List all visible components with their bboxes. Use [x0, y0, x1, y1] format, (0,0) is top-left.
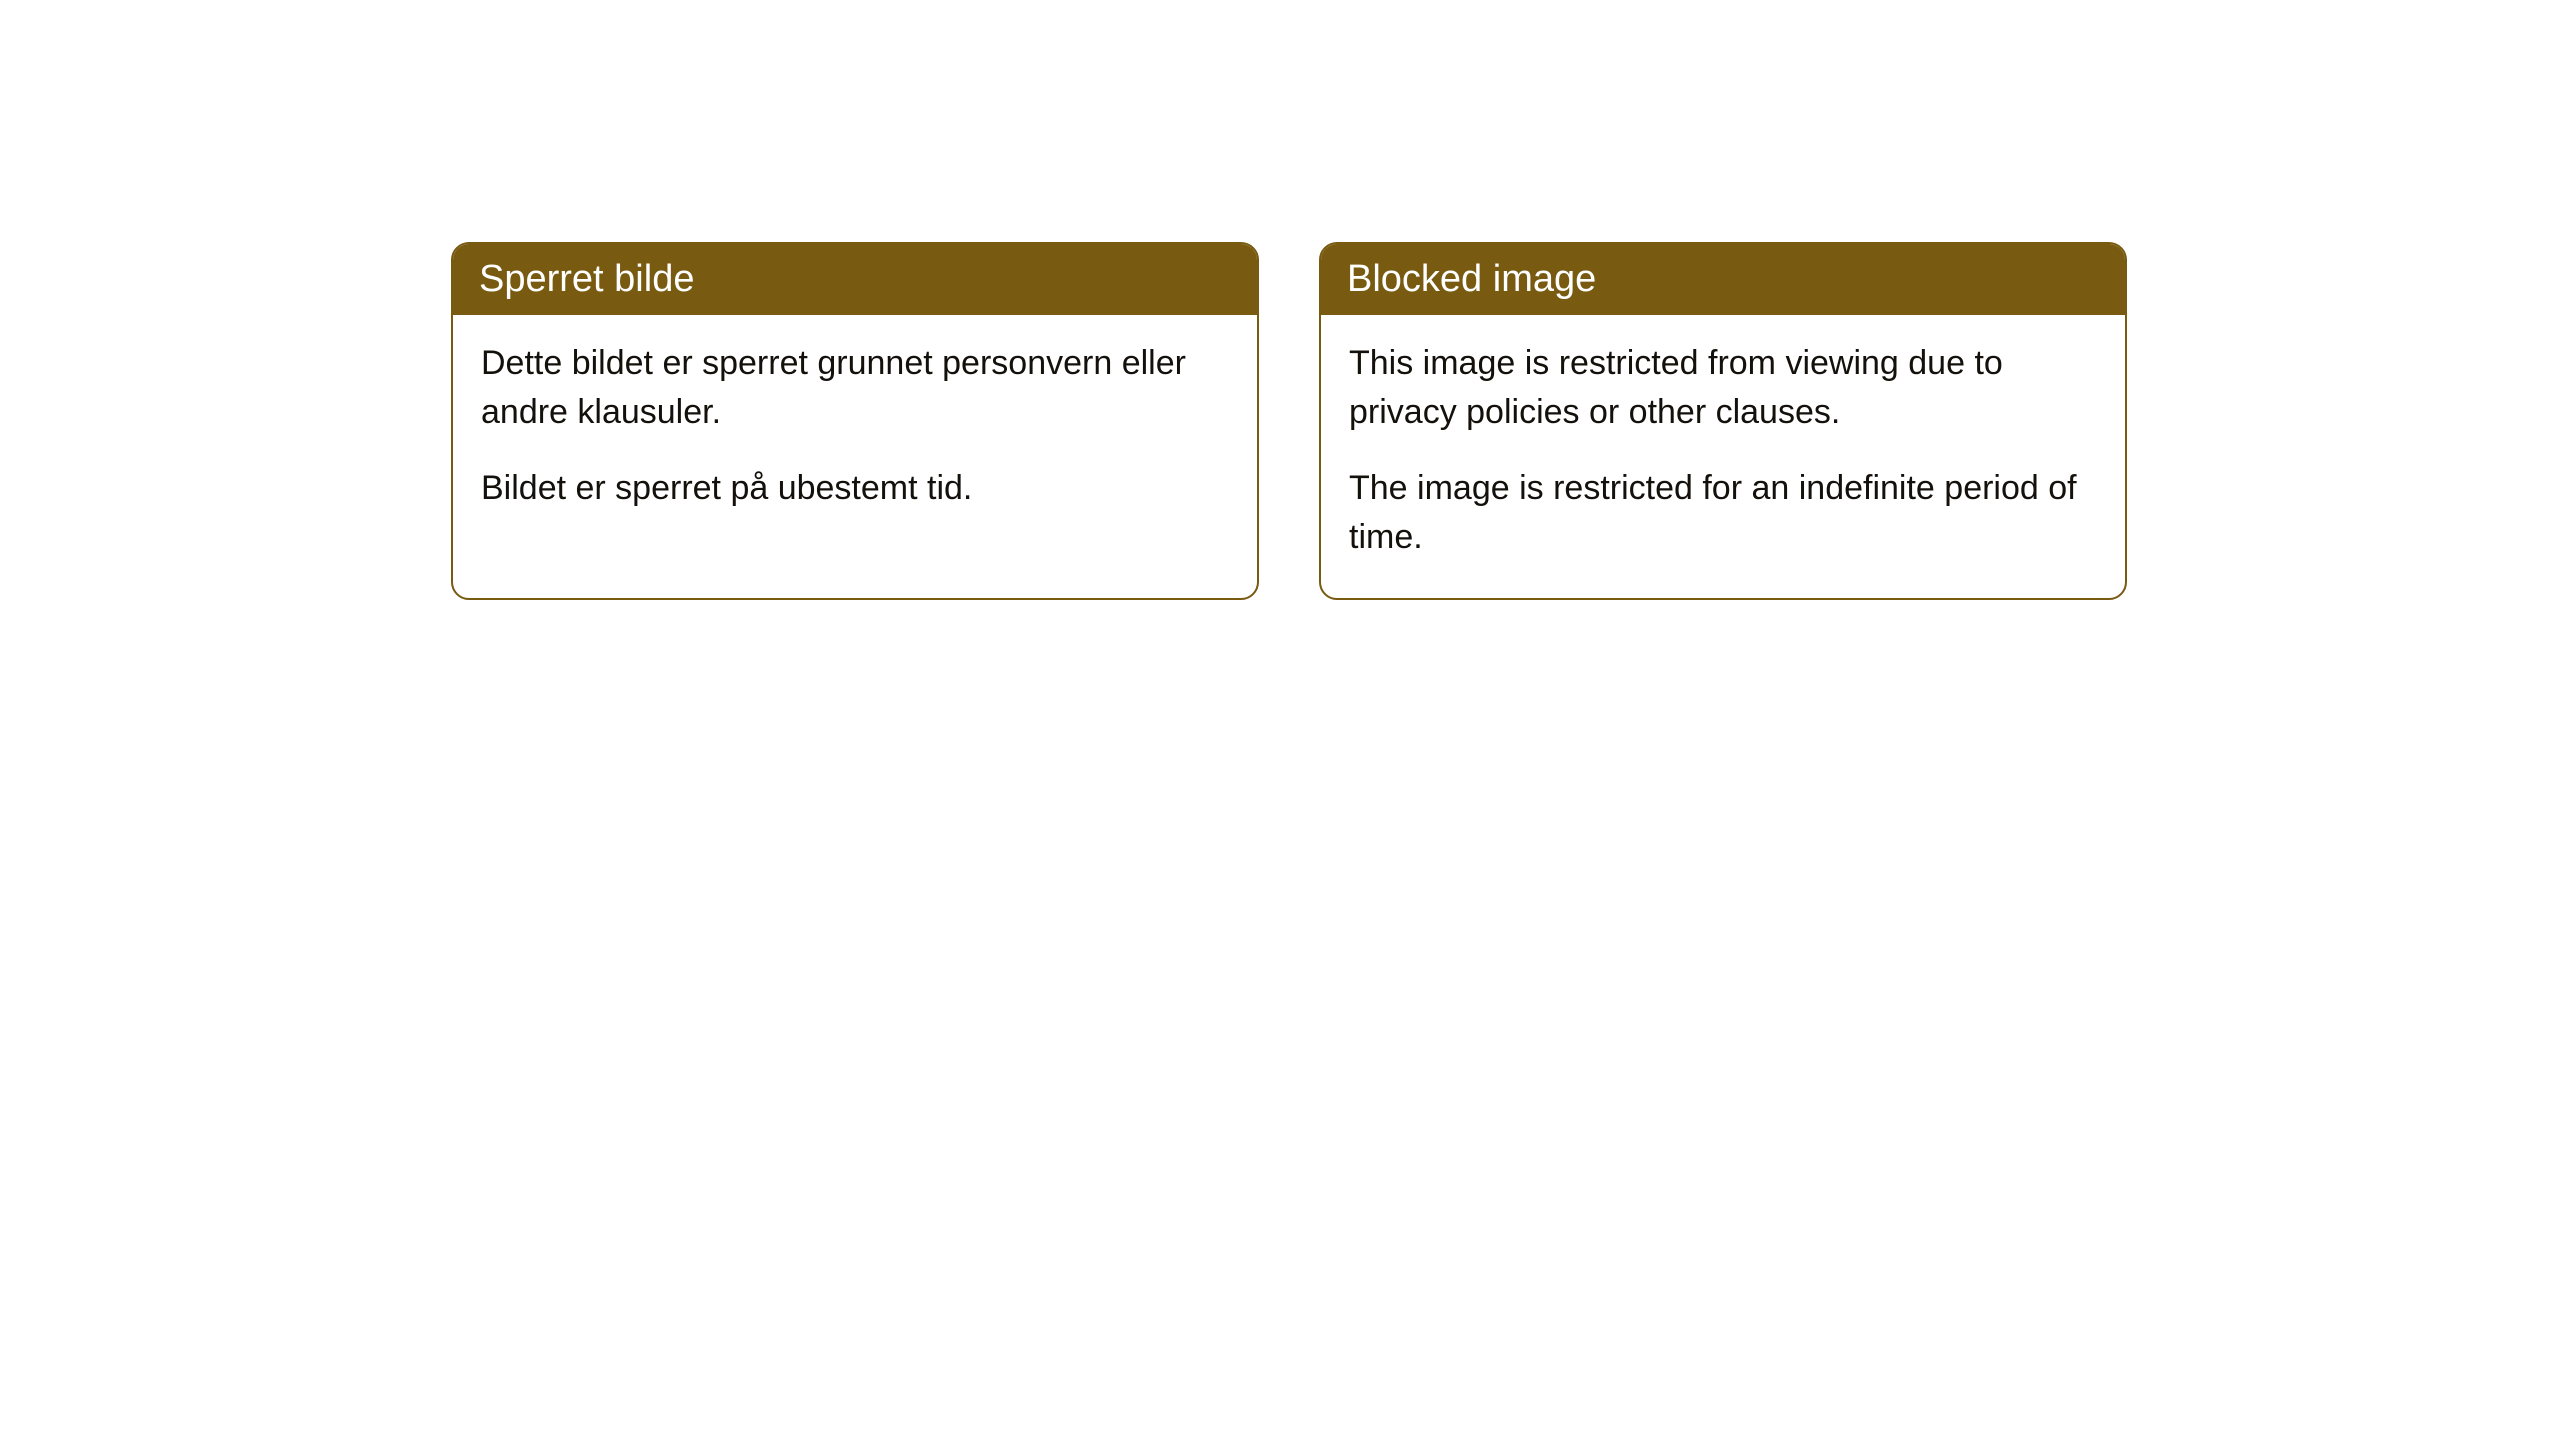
card-text-english-2: The image is restricted for an indefinit… — [1349, 464, 2097, 563]
card-text-norwegian-2: Bildet er sperret på ubestemt tid. — [481, 464, 1229, 513]
card-header-english: Blocked image — [1321, 244, 2125, 315]
blocked-image-card-english: Blocked image This image is restricted f… — [1319, 242, 2127, 600]
card-text-norwegian-1: Dette bildet er sperret grunnet personve… — [481, 339, 1229, 438]
blocked-image-card-norwegian: Sperret bilde Dette bildet er sperret gr… — [451, 242, 1259, 600]
notice-cards-container: Sperret bilde Dette bildet er sperret gr… — [451, 242, 2560, 600]
card-text-english-1: This image is restricted from viewing du… — [1349, 339, 2097, 438]
card-body-norwegian: Dette bildet er sperret grunnet personve… — [453, 315, 1257, 549]
card-header-norwegian: Sperret bilde — [453, 244, 1257, 315]
card-body-english: This image is restricted from viewing du… — [1321, 315, 2125, 598]
